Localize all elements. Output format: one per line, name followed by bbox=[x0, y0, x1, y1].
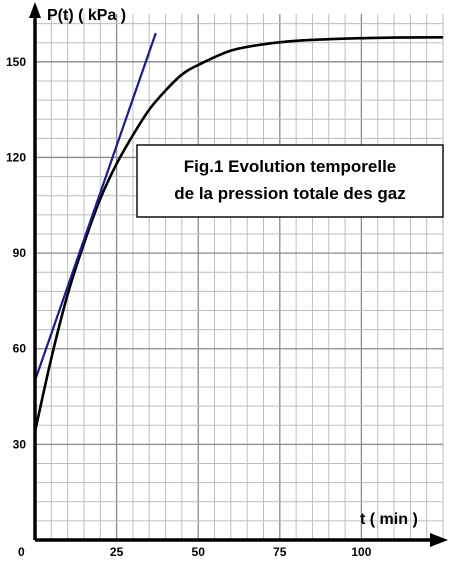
y-axis-arrow bbox=[29, 2, 41, 18]
y-tick-label: 30 bbox=[13, 437, 27, 451]
x-axis-arrow bbox=[430, 533, 448, 547]
x-tick-label: 100 bbox=[351, 545, 371, 559]
pressure-curve bbox=[33, 35, 444, 432]
y-tick-label: 60 bbox=[13, 342, 27, 356]
chart-title-line-1: Fig.1 Evolution temporelle bbox=[184, 157, 397, 176]
x-tick-label: 75 bbox=[273, 545, 287, 559]
tangent-line bbox=[33, 32, 157, 381]
x-origin-label: 0 bbox=[18, 545, 25, 559]
x-tick-label: 50 bbox=[192, 545, 206, 559]
series-layer bbox=[33, 32, 444, 432]
tick-labels: 25 50 75 100 30 60 90 120 150 bbox=[6, 55, 372, 559]
chart-title-box: Fig.1 Evolution temporelle de la pressio… bbox=[136, 144, 444, 218]
y-tick-label: 120 bbox=[6, 150, 26, 164]
y-tick-label: 150 bbox=[6, 55, 26, 69]
y-tick-label: 90 bbox=[13, 246, 27, 260]
axes bbox=[29, 2, 448, 547]
y-axis-label: P(t) ( kPa ) bbox=[47, 7, 126, 24]
grid bbox=[35, 14, 444, 540]
x-axis-label: t ( min ) bbox=[360, 511, 418, 528]
chart-title-line-2: de la pression totale des gaz bbox=[174, 184, 405, 203]
x-tick-label: 25 bbox=[110, 545, 124, 559]
